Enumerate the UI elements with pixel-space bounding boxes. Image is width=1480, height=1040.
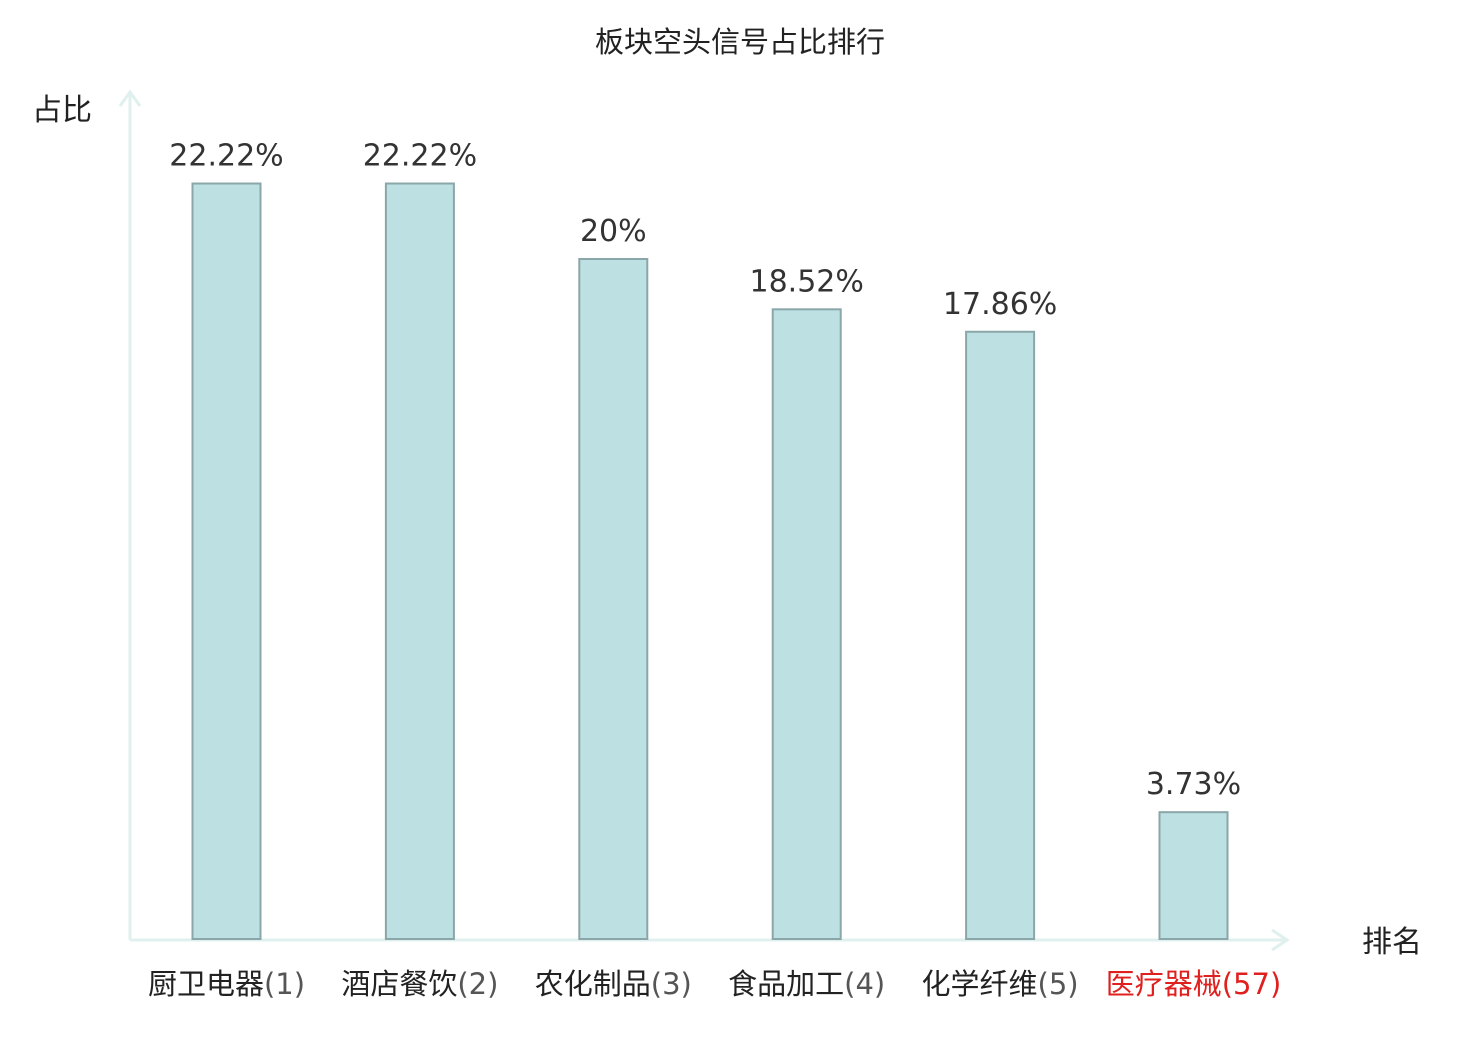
category-label: 厨卫电器(1) — [148, 967, 305, 1001]
bars — [191, 182, 1229, 940]
bar-value-label: 18.52% — [750, 264, 864, 299]
category-name: 厨卫电器 — [148, 967, 264, 1001]
bar — [965, 330, 1036, 940]
value-labels: 22.22% 22.22% 20% 18.52% 17.86% 3.73% — [169, 139, 1241, 803]
chart-title: 板块空头信号占比排行 — [595, 25, 885, 59]
category-rank: (57) — [1222, 967, 1282, 1001]
y-axis: 占比 — [32, 89, 142, 940]
x-axis: 排名 — [130, 925, 1422, 960]
bar — [384, 182, 455, 940]
bar-value-label: 22.22% — [363, 139, 477, 174]
category-name: 农化制品 — [535, 967, 651, 1001]
bar — [1158, 811, 1229, 940]
bar-value-label: 17.86% — [943, 287, 1057, 322]
category-name: 食品加工 — [728, 967, 844, 1001]
category-label: 酒店餐饮(2) — [341, 967, 498, 1001]
category-rank: (3) — [651, 967, 692, 1001]
category-label: 化学纤维(5) — [922, 967, 1079, 1001]
category-name: 酒店餐饮 — [341, 967, 457, 1001]
category-rank: (4) — [844, 967, 885, 1001]
category-rank: (2) — [457, 967, 498, 1001]
category-name: 化学纤维 — [922, 967, 1038, 1001]
bar-value-label: 22.22% — [169, 139, 283, 174]
bar — [578, 258, 649, 940]
y-axis-arrow — [118, 89, 142, 107]
bar — [771, 308, 842, 940]
category-rank: (5) — [1038, 967, 1079, 1001]
bar — [191, 182, 262, 940]
category-name: 医疗器械 — [1106, 967, 1222, 1001]
category-label: 医疗器械(57) — [1106, 967, 1282, 1001]
category-rank: (1) — [264, 967, 305, 1001]
bar-value-label: 3.73% — [1146, 767, 1241, 802]
x-axis-arrow — [1271, 928, 1290, 952]
y-axis-label: 占比 — [32, 93, 92, 128]
category-labels: 厨卫电器(1) 酒店餐饮(2) 农化制品(3) 食品加工(4) 化学纤维(5) 医疗器械(… — [148, 967, 1281, 1001]
x-axis-label: 排名 — [1362, 925, 1422, 960]
bar-value-label: 20% — [580, 214, 647, 249]
category-label: 食品加工(4) — [728, 967, 885, 1001]
category-label: 农化制品(3) — [535, 967, 692, 1001]
